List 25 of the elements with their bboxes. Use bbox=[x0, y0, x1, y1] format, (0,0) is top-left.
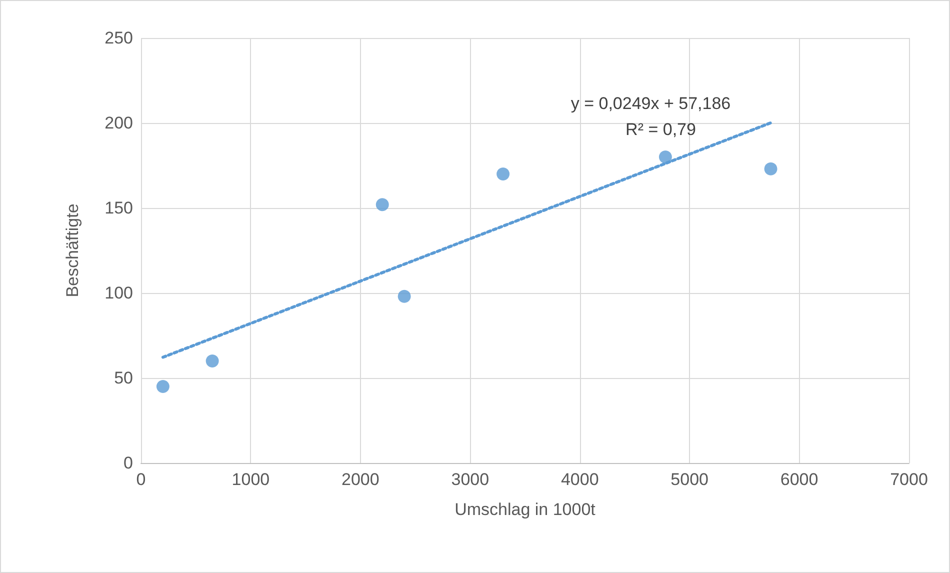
x-axis-title: Umschlag in 1000t bbox=[454, 500, 596, 519]
x-tick-label: 0 bbox=[136, 470, 146, 489]
x-tick-label: 3000 bbox=[451, 470, 490, 489]
point bbox=[764, 162, 778, 176]
x-tick-label: 2000 bbox=[342, 470, 380, 489]
y-tick-label: 200 bbox=[104, 114, 133, 132]
y-tick-label: 250 bbox=[104, 28, 133, 48]
point bbox=[398, 290, 411, 303]
point bbox=[206, 354, 219, 368]
y-axis-title: Beschäftigte bbox=[63, 204, 82, 298]
annotation: y = 0,0249x + 57,186 bbox=[570, 94, 731, 113]
x-tick-label: 5000 bbox=[670, 470, 708, 489]
x-tick-label: 4000 bbox=[560, 470, 599, 489]
point bbox=[156, 380, 170, 393]
y-tick-label: 150 bbox=[104, 198, 133, 218]
x-tick-label: 1000 bbox=[232, 470, 270, 489]
x-tick-label: 6000 bbox=[780, 470, 818, 489]
point bbox=[496, 168, 510, 180]
y-tick-label: 50 bbox=[114, 368, 133, 388]
y-tick-label: 100 bbox=[104, 284, 133, 302]
point bbox=[376, 198, 389, 212]
point bbox=[658, 150, 672, 164]
y-tick-label: 0 bbox=[124, 454, 133, 472]
x-tick-label: 7000 bbox=[890, 470, 928, 489]
annotation: R² = 0,79 bbox=[626, 120, 696, 139]
